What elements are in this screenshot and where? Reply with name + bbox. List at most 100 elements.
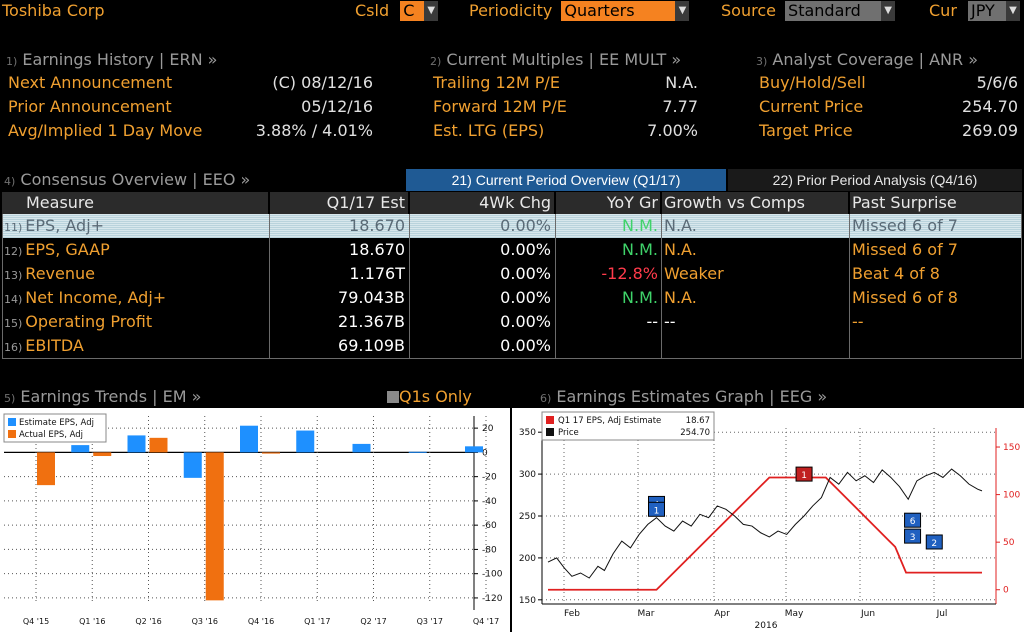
- metric-value: 5/6/6: [977, 73, 1018, 92]
- metric-label: Avg/Implied 1 Day Move: [8, 121, 202, 140]
- source-dropdown-icon[interactable]: ▼: [881, 1, 895, 21]
- column-divider: [409, 214, 410, 359]
- table-row[interactable]: 13) Revenue 1.176T 0.00% -12.8% Weaker Beat 4 …: [2, 262, 1022, 286]
- earnings-estimates-graph[interactable]: 150 200 250 300 350 0 50 100 150 Feb Mar Apr May Jun J…: [512, 408, 1024, 632]
- metric-label: Current Price: [759, 97, 863, 116]
- metric-label: Forward 12M P/E: [433, 97, 567, 116]
- section-number: 4): [4, 175, 15, 188]
- y-tick-label: -120: [482, 594, 503, 604]
- periodicity-control: Periodicity Quarters ▼: [469, 1, 689, 21]
- event-marker-label: 1: [654, 506, 660, 516]
- table-row[interactable]: 16) EBITDA 69.109B 0.00%: [2, 334, 1022, 358]
- metric-label: Est. LTG (EPS): [433, 121, 544, 140]
- y-left-tick-label: 350: [519, 428, 536, 438]
- q1s-only-toggle[interactable]: Q1s Only: [387, 387, 472, 406]
- table-row[interactable]: 11) EPS, Adj+ 18.670 0.00% N.M. N.A. Missed 6 …: [2, 214, 1022, 238]
- x-tick-label: Q4 '15: [23, 617, 49, 626]
- earnings-history-row: Next Announcement (C) 08/12/16: [8, 73, 373, 95]
- table-cell-yoy: [556, 334, 660, 358]
- checkbox-icon[interactable]: [387, 391, 399, 403]
- measure-label: Net Income, Adj+: [25, 288, 166, 307]
- currency-dropdown-icon[interactable]: ▼: [1006, 1, 1020, 21]
- x-year-label: 2016: [755, 621, 778, 631]
- periodicity-dropdown-icon[interactable]: ▼: [675, 1, 689, 21]
- y-tick-label: 20: [482, 424, 494, 434]
- table-row[interactable]: 12) EPS, GAAP 18.670 0.00% N.M. N.A. Missed 6 …: [2, 238, 1022, 262]
- column-divider: [661, 214, 662, 359]
- bar-estimate: [184, 452, 202, 477]
- earnings-trends-header[interactable]: 5) Earnings Trends | EM »: [4, 387, 201, 406]
- x-tick-label: May: [785, 609, 804, 619]
- source-label: Source: [721, 1, 776, 20]
- column-header-4wk-change[interactable]: 4Wk Chg: [410, 192, 554, 214]
- table-cell-comps: [662, 334, 848, 358]
- section-number: 6): [540, 392, 551, 405]
- event-marker-label: 3: [910, 533, 916, 543]
- table-cell-yoy: N.M.: [556, 238, 660, 262]
- row-number: 11): [4, 221, 22, 234]
- periodicity-select[interactable]: Quarters: [561, 1, 675, 21]
- column-header-growth-vs-comps[interactable]: Growth vs Comps: [662, 192, 848, 214]
- metric-value: 7.77: [662, 97, 698, 116]
- y-tick-label: -100: [482, 570, 503, 580]
- source-select[interactable]: Standard: [785, 1, 881, 21]
- table-cell-measure: 12) EPS, GAAP: [2, 238, 268, 262]
- x-tick-label: Apr: [714, 609, 730, 619]
- consensus-tabs: 21) Current Period Overview (Q1/17) 22) …: [406, 169, 1022, 191]
- metric-value: 254.70: [962, 97, 1018, 116]
- table-row[interactable]: 14) Net Income, Adj+ 79.043B 0.00% N.M. N.A. M…: [2, 286, 1022, 310]
- csld-label: Csld: [355, 1, 389, 20]
- legend-label: Q1 17 EPS, Adj Estimate: [558, 416, 661, 426]
- table-cell-measure: 15) Operating Profit: [2, 310, 268, 334]
- analyst-coverage-row: Current Price 254.70: [759, 97, 1018, 119]
- table-bottom-border: [2, 358, 1022, 359]
- column-header-estimate[interactable]: Q1/17 Est: [270, 192, 408, 214]
- source-control: Source Standard ▼: [721, 1, 895, 21]
- earnings-history-header[interactable]: 1) Earnings History | ERN »: [6, 50, 217, 69]
- analyst-coverage-header[interactable]: 3) Analyst Coverage | ANR »: [756, 50, 978, 69]
- consensus-overview-title: Consensus Overview | EEO »: [20, 170, 250, 189]
- table-cell-est: 21.367B: [270, 310, 408, 334]
- y-tick-label: -20: [482, 473, 497, 483]
- column-header-measure[interactable]: Measure: [2, 192, 268, 214]
- column-header-past-surprise[interactable]: Past Surprise: [850, 192, 1022, 214]
- earnings-estimates-graph-title: Earnings Estimates Graph | EEG »: [556, 387, 827, 406]
- csld-select[interactable]: C: [400, 1, 424, 21]
- section-number: 5): [4, 392, 15, 405]
- table-cell-surprise: Missed 6 of 7: [850, 238, 1022, 262]
- current-multiples-header[interactable]: 2) Current Multiples | EE MULT »: [430, 50, 681, 69]
- table-cell-est: 1.176T: [270, 262, 408, 286]
- security-title: Toshiba Corp: [2, 1, 105, 20]
- currency-select[interactable]: JPY: [968, 1, 1006, 21]
- earnings-history-title: Earnings History | ERN »: [22, 50, 217, 69]
- csld-dropdown-icon[interactable]: ▼: [424, 1, 438, 21]
- x-tick-label: Q2 '17: [360, 617, 386, 626]
- tab-current-period[interactable]: 21) Current Period Overview (Q1/17): [406, 169, 726, 191]
- row-number: 12): [4, 245, 22, 258]
- analyst-coverage-row: Target Price 269.09: [759, 121, 1018, 143]
- tab-prior-period[interactable]: 22) Prior Period Analysis (Q4/16): [728, 169, 1022, 191]
- consensus-overview-header[interactable]: 4) Consensus Overview | EEO »: [4, 170, 250, 189]
- x-tick-label: Q3 '17: [417, 617, 443, 626]
- current-multiples-row: Trailing 12M P/E N.A.: [433, 73, 698, 95]
- earnings-estimates-graph-header[interactable]: 6) Earnings Estimates Graph | EEG »: [540, 387, 827, 406]
- table-cell-measure: 16) EBITDA: [2, 334, 268, 358]
- table-row[interactable]: 15) Operating Profit 21.367B 0.00% -- -- --: [2, 310, 1022, 334]
- bar-actual: [150, 438, 168, 453]
- y-right-tick-label: 50: [1003, 538, 1015, 548]
- earnings-history-row: Prior Announcement 05/12/16: [8, 97, 373, 119]
- table-cell-surprise: [850, 334, 1022, 358]
- measure-label: EPS, GAAP: [25, 240, 109, 259]
- earnings-trends-chart[interactable]: 20 0 -20 -40 -60 -80 -100 -120 Q4 '15 Q1 '16 Q2 '1…: [0, 408, 510, 632]
- row-number: 14): [4, 293, 22, 306]
- metric-label: Prior Announcement: [8, 97, 172, 116]
- x-tick-label: Q4 '16: [248, 617, 274, 626]
- measure-label: EBITDA: [25, 336, 84, 355]
- currency-control: Cur JPY ▼: [929, 1, 1020, 21]
- y-tick-label: -40: [482, 497, 497, 507]
- x-tick-label: Jun: [860, 609, 875, 619]
- column-divider: [555, 214, 556, 359]
- x-tick-label: Q1 '16: [79, 617, 105, 626]
- column-header-yoy-growth[interactable]: YoY Gr: [556, 192, 660, 214]
- event-marker-label: 6: [910, 517, 916, 527]
